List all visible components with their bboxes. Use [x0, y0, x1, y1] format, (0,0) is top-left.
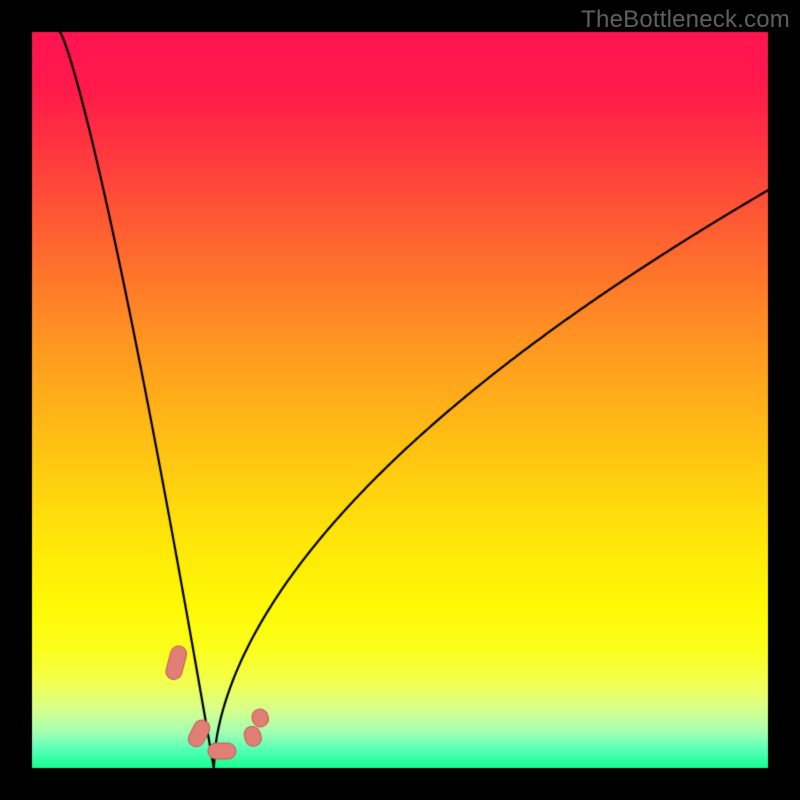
watermark-text: TheBottleneck.com [581, 6, 790, 34]
bottleneck-chart-canvas [0, 0, 800, 800]
